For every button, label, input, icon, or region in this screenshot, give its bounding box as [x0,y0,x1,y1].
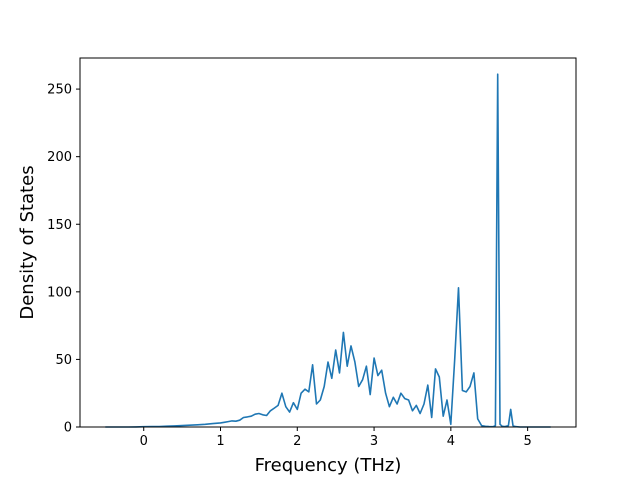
y-tick-label: 150 [47,218,72,233]
y-tick-label: 200 [47,150,72,165]
x-axis: 0 1 2 3 4 5 [140,427,532,449]
y-tick-label: 0 [64,421,72,436]
plot-frame [79,57,577,428]
y-tick-label: 250 [47,83,72,98]
dos-series-line-0 [105,73,551,428]
x-tick-label: 1 [216,434,224,449]
plot-area [105,73,551,428]
x-tick-label: 2 [293,434,301,449]
x-tick-label: 0 [140,434,148,449]
x-tick-label: 3 [370,434,378,449]
y-tick-label: 100 [47,285,72,300]
y-tick-label: 50 [55,353,72,368]
y-axis-label: Density of States [17,165,38,319]
x-tick-label: 5 [523,434,531,449]
y-axis: 0 50 100 150 200 250 [47,83,80,436]
x-axis-label: Frequency (THz) [255,455,402,476]
x-tick-label: 4 [447,434,455,449]
